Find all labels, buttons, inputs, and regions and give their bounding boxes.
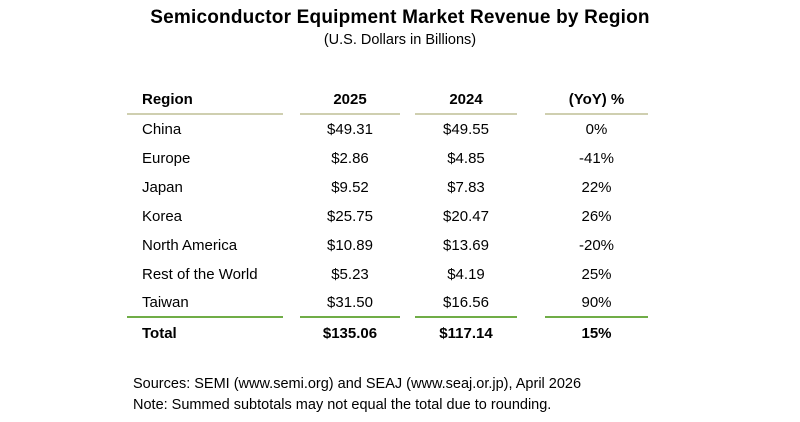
cell-y2025: $2.86	[331, 150, 369, 167]
cell-region: Taiwan	[127, 289, 283, 318]
total-label: Total	[142, 324, 177, 342]
table-body: China $49.31 $49.55 0% Europe $2.86 $4.85 -41% J…	[127, 115, 648, 318]
cell-region: Japan	[142, 179, 183, 196]
cell-yoy: -41%	[578, 150, 615, 167]
table-row: Europe $2.86 $4.85 -41%	[127, 144, 648, 173]
column-header-2025: 2025	[300, 85, 400, 115]
cell-yoy: 0%	[585, 121, 608, 138]
table-row: Rest of the World $5.23 $4.19 25%	[127, 260, 648, 289]
total-yoy: 15%	[581, 324, 612, 342]
cell-y2024: $20.47	[443, 208, 489, 225]
cell-y2025: $25.75	[327, 208, 373, 225]
column-header-region: Region	[127, 85, 283, 115]
cell-y2024: $7.83	[447, 179, 485, 196]
table-row: China $49.31 $49.55 0%	[127, 115, 648, 144]
cell-region: Europe	[142, 150, 191, 167]
cell-y2025: $10.89	[327, 237, 373, 254]
column-header-2024: 2024	[415, 85, 517, 115]
cell-yoy: 25%	[581, 266, 612, 283]
cell-region: North America	[142, 237, 238, 254]
column-header-yoy: (YoY) %	[545, 85, 648, 115]
table-row: Japan $9.52 $7.83 22%	[127, 173, 648, 202]
cell-region: Rest of the World	[142, 266, 258, 283]
table-total-row: Total $135.06 $117.14 15%	[127, 318, 648, 348]
table-footnotes: Sources: SEMI (www.semi.org) and SEAJ (w…	[133, 374, 581, 416]
table-row: Taiwan $31.50 $16.56 90%	[127, 289, 648, 318]
cell-y2024: $13.69	[443, 237, 489, 254]
cell-y2024: $49.55	[443, 121, 489, 138]
cell-yoy: -20%	[578, 237, 615, 254]
revenue-table: Region 2025 2024 (YoY) % China $49.31 $49.…	[127, 85, 648, 348]
table-header-row: Region 2025 2024 (YoY) %	[127, 85, 648, 115]
cell-y2024: $4.19	[447, 266, 485, 283]
cell-yoy: 26%	[581, 208, 612, 225]
cell-yoy: 90%	[545, 289, 648, 318]
table-row: Korea $25.75 $20.47 26%	[127, 202, 648, 231]
cell-y2025: $31.50	[300, 289, 400, 318]
cell-y2024: $4.85	[447, 150, 485, 167]
cell-y2025: $49.31	[327, 121, 373, 138]
page-subtitle: (U.S. Dollars in Billions)	[323, 32, 477, 48]
cell-region: China	[142, 121, 182, 138]
cell-y2025: $5.23	[331, 266, 369, 283]
cell-y2024: $16.56	[415, 289, 517, 318]
page-title: Semiconductor Equipment Market Revenue b…	[150, 7, 650, 28]
total-2025: $135.06	[322, 324, 378, 342]
cell-yoy: 22%	[581, 179, 612, 196]
table-row: North America $10.89 $13.69 -20%	[127, 231, 648, 260]
cell-y2025: $9.52	[331, 179, 369, 196]
sources-line: Sources: SEMI (www.semi.org) and SEAJ (w…	[133, 376, 582, 392]
note-line: Note: Summed subtotals may not equal the…	[133, 397, 552, 413]
cell-region: Korea	[142, 208, 183, 225]
total-2024: $117.14	[439, 324, 493, 342]
